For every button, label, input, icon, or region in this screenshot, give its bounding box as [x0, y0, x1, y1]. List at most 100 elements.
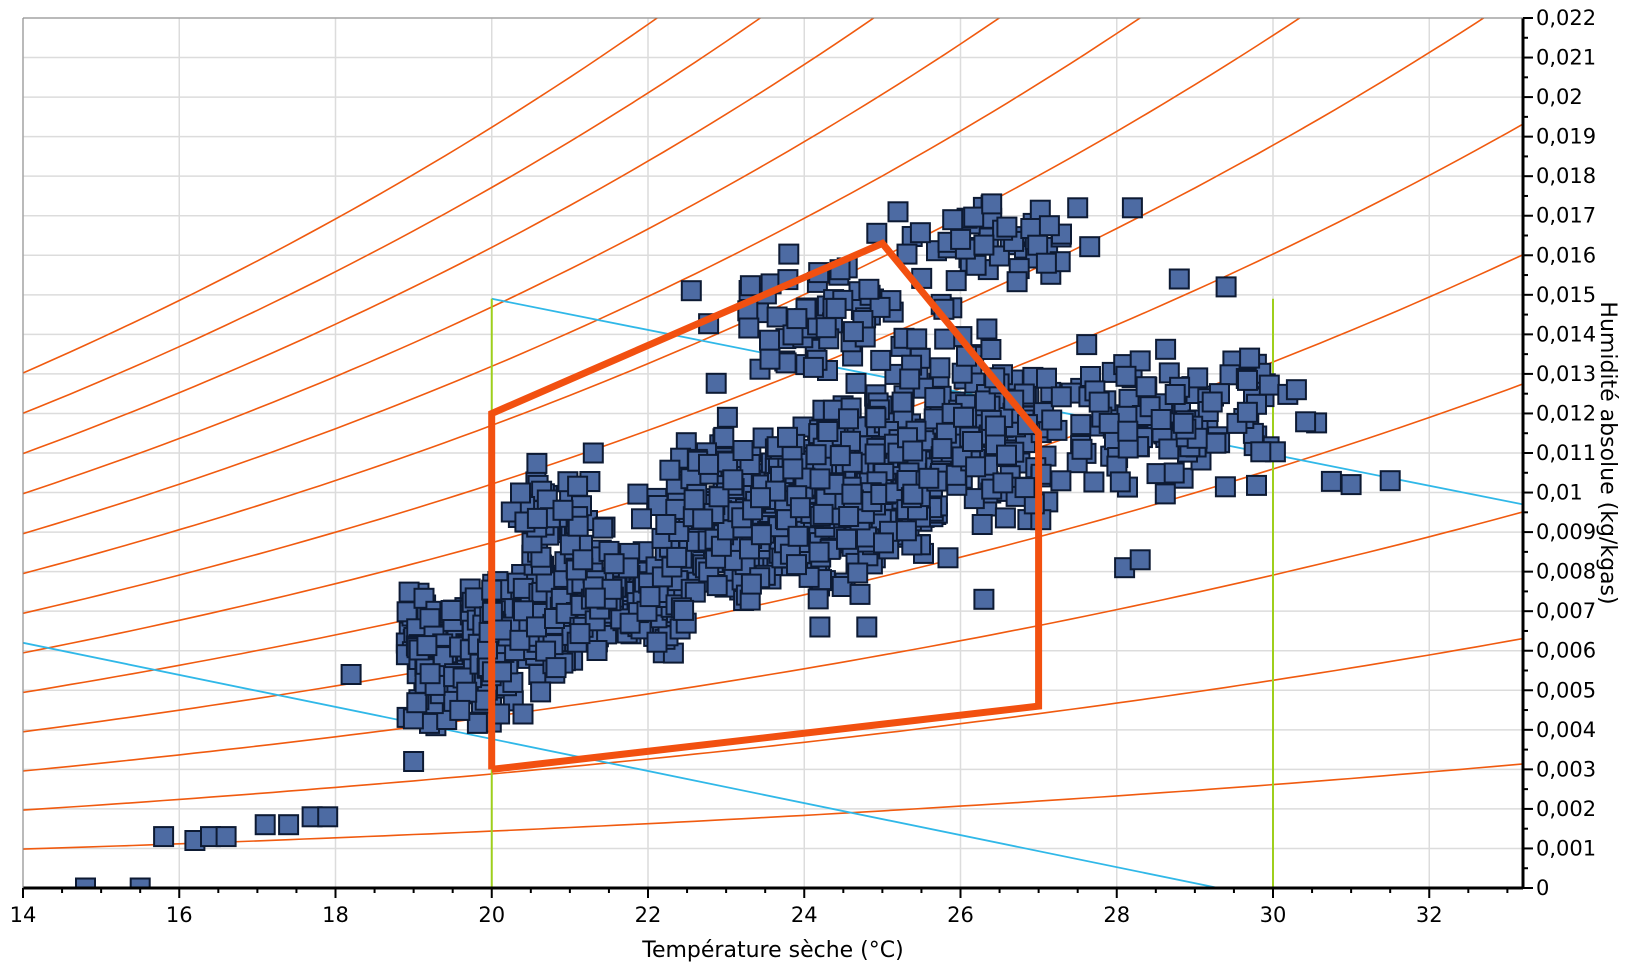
data-point: [466, 712, 488, 734]
y-tick-label: 0,013: [1536, 362, 1596, 386]
data-point: [510, 482, 531, 504]
data-point: [836, 528, 857, 550]
data-point: [1109, 471, 1131, 493]
y-tick-label: 0,004: [1536, 718, 1596, 742]
data-point: [782, 458, 804, 480]
data-point: [419, 663, 441, 685]
data-point: [1135, 376, 1157, 398]
y-tick-label: 0: [1536, 876, 1549, 900]
data-point: [973, 234, 995, 256]
data-point: [1187, 367, 1209, 389]
data-point: [829, 445, 851, 467]
data-point: [802, 356, 824, 378]
data-point: [787, 525, 809, 547]
y-tick-label: 0,002: [1536, 797, 1596, 821]
data-point: [918, 467, 940, 489]
data-point: [440, 600, 462, 621]
y-tick-label: 0,021: [1536, 46, 1596, 70]
data-point: [963, 206, 985, 228]
y-tick-label: 0,01: [1536, 481, 1583, 505]
data-point: [739, 275, 761, 297]
data-point: [902, 440, 924, 462]
y-tick-label: 0,008: [1536, 560, 1596, 584]
y-tick-label: 0,015: [1536, 283, 1596, 307]
data-point: [856, 616, 878, 638]
data-point: [1083, 471, 1105, 493]
data-point: [1146, 463, 1168, 485]
data-point: [1155, 338, 1177, 360]
data-point: [825, 297, 847, 319]
data-point: [759, 329, 780, 351]
data-point: [1150, 409, 1172, 430]
data-point: [631, 508, 652, 530]
y-axis-ticks: 0 0,001 0,002 0,003 0,004 0,005 0,006 0,007 0,00…: [1523, 6, 1596, 900]
data-point: [838, 506, 860, 527]
data-point: [1201, 391, 1223, 413]
data-point: [680, 280, 702, 302]
data-point: [419, 608, 441, 630]
data-point: [513, 600, 534, 622]
data-point: [708, 486, 730, 508]
data-point: [1285, 379, 1307, 401]
data-point: [1076, 334, 1098, 356]
data-point: [705, 372, 727, 394]
data-point: [1121, 197, 1143, 219]
data-point: [317, 806, 339, 828]
data-point: [567, 475, 589, 497]
data-point: [786, 554, 807, 576]
data-point: [666, 546, 688, 568]
data-point: [713, 426, 735, 448]
x-tick-label: 18: [322, 903, 349, 927]
data-point: [945, 270, 967, 292]
data-point: [870, 349, 892, 371]
y-tick-label: 0,019: [1536, 125, 1596, 149]
data-point: [1035, 252, 1057, 274]
data-point: [530, 681, 552, 703]
data-point: [864, 443, 886, 465]
data-point: [619, 612, 641, 634]
data-point: [692, 508, 714, 530]
data-point: [683, 489, 705, 511]
data-point: [1172, 412, 1194, 434]
data-point: [937, 547, 959, 569]
data-point: [994, 507, 1016, 529]
data-point: [1050, 470, 1072, 492]
data-point: [1038, 215, 1060, 237]
data-point: [808, 541, 830, 563]
data-point: [1098, 412, 1120, 434]
data-point: [592, 517, 614, 539]
data-point: [992, 472, 1014, 494]
data-point: [838, 408, 859, 430]
data-point: [845, 372, 867, 394]
data-point: [603, 553, 625, 575]
data-point: [931, 438, 953, 460]
data-point: [1117, 420, 1139, 442]
data-point: [1129, 350, 1151, 372]
data-point: [449, 699, 471, 721]
data-point: [963, 488, 985, 510]
y-tick-label: 0,011: [1536, 441, 1596, 465]
x-tick-label: 20: [478, 903, 505, 927]
data-point: [1050, 386, 1072, 408]
data-point: [684, 581, 706, 603]
data-point: [887, 201, 909, 223]
data-point: [639, 586, 661, 608]
data-point: [777, 426, 798, 448]
data-point: [891, 391, 913, 413]
data-point: [942, 209, 964, 231]
data-point: [509, 629, 531, 651]
data-point: [1215, 276, 1237, 298]
data-point: [1071, 438, 1093, 460]
data-point: [646, 631, 668, 653]
data-point: [1205, 432, 1227, 454]
data-point: [456, 681, 478, 703]
data-point: [750, 487, 771, 509]
data-point: [1168, 268, 1190, 290]
data-point: [512, 703, 534, 725]
data-point: [1067, 197, 1089, 219]
data-point: [909, 222, 931, 244]
x-tick-label: 24: [791, 903, 818, 927]
data-point: [971, 514, 993, 535]
data-point: [75, 877, 96, 888]
data-point: [849, 583, 871, 605]
